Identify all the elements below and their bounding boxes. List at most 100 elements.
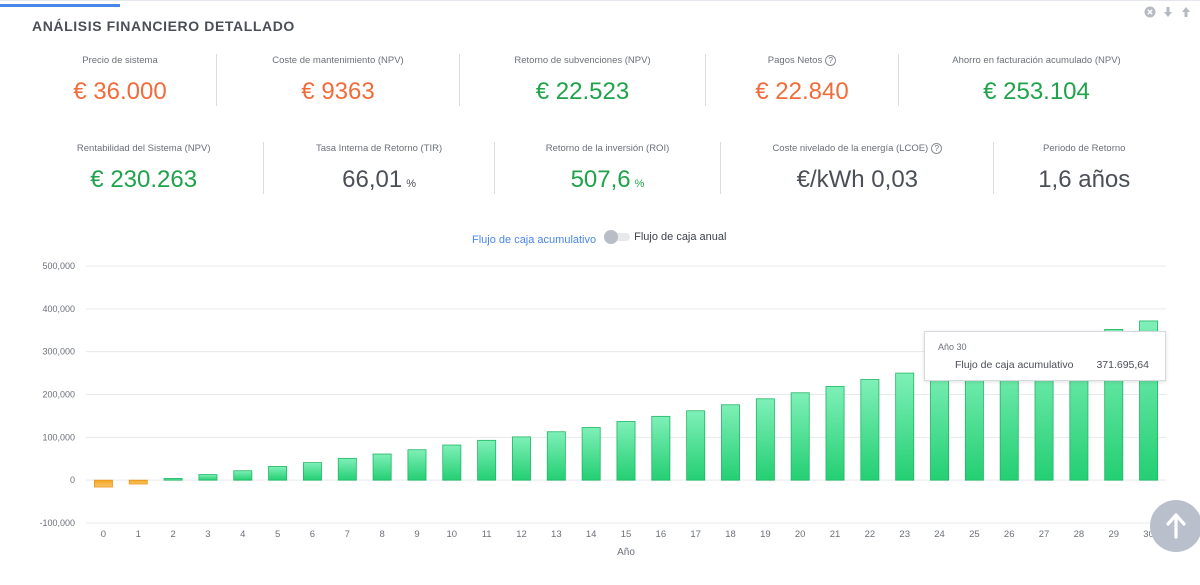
metric-label: Pagos Netos	[767, 54, 823, 66]
bar-year-8[interactable]	[372, 453, 392, 481]
chart-tooltip: Año 30 Flujo de caja acumulativo 371.695…	[924, 331, 1166, 381]
metric-subsidy-return: Retorno de subvenciones (NPV) € 22.523	[460, 54, 705, 106]
tooltip-value: 371.695,64	[1096, 359, 1149, 371]
bar-year-1[interactable]	[128, 479, 148, 485]
y-tick-label: 500,000	[42, 261, 75, 271]
help-icon[interactable]: ?	[825, 54, 837, 66]
close-circle-icon[interactable]	[1144, 6, 1156, 18]
metric-value-row: 66,01%	[342, 166, 416, 194]
bar-year-24[interactable]	[930, 365, 950, 481]
tooltip-title: Año 30	[938, 342, 967, 352]
cashflow-toggle: Flujo de caja acumulativo Flujo de caja …	[472, 228, 726, 246]
x-tick-label: 22	[865, 529, 876, 540]
bar-year-12[interactable]	[512, 436, 531, 481]
bar-year-7[interactable]	[337, 457, 357, 481]
x-tick-label: 25	[969, 529, 980, 540]
x-tick-label: 10	[447, 529, 458, 540]
metric-value-row: 507,6%	[571, 166, 645, 194]
bar-year-14[interactable]	[581, 427, 601, 481]
bar-year-11[interactable]	[477, 439, 497, 481]
bar-year-13[interactable]	[546, 431, 566, 481]
metric-label: Periodo de Retorno	[1043, 142, 1126, 154]
toggle-switch[interactable]	[604, 230, 631, 244]
x-tick-label: 28	[1074, 529, 1085, 540]
metric-payback-period: Periodo de Retorno 1,6 años	[994, 142, 1174, 194]
divider	[720, 142, 722, 194]
bar-year-9[interactable]	[407, 449, 427, 481]
bar-year-23[interactable]	[895, 372, 915, 481]
metric-value: € 230.263	[90, 166, 198, 193]
metric-label: Retorno de la inversión (ROI)	[545, 142, 670, 154]
active-tab-indicator	[0, 4, 120, 7]
x-tick-label: 12	[516, 529, 527, 540]
divider	[898, 54, 899, 106]
metrics-row-2: Rentabilidad del Sistema (NPV) € 230.263…	[24, 142, 1174, 194]
metric-label-row: Pagos Netos ?	[767, 54, 837, 66]
x-tick-label: 13	[551, 529, 562, 540]
bar-year-3[interactable]	[198, 474, 218, 481]
metric-lcoe: Coste nivelado de la energía (LCOE) ? €/…	[721, 142, 993, 194]
divider	[993, 142, 995, 194]
bar-year-2[interactable]	[163, 478, 183, 481]
metric-label: Ahorro en facturación acumulado (NPV)	[952, 54, 1121, 66]
x-axis-label: Año	[617, 547, 635, 558]
bar-year-4[interactable]	[233, 470, 253, 481]
metric-value: € 36.000	[73, 78, 167, 105]
bar-year-5[interactable]	[268, 466, 288, 481]
metric-label-row: Coste nivelado de la energía (LCOE) ?	[772, 142, 943, 154]
bar-year-17[interactable]	[686, 410, 706, 481]
metric-value: € 253.104	[983, 78, 1090, 105]
metric-system-profitability: Rentabilidad del Sistema (NPV) € 230.263	[24, 142, 263, 194]
x-tick-label: 30	[1143, 529, 1154, 540]
x-tick-label: 9	[414, 529, 419, 540]
x-tick-label: 7	[345, 529, 350, 540]
x-tick-label: 3	[205, 529, 210, 540]
bar-year-19[interactable]	[755, 398, 775, 481]
x-tick-label: 2	[170, 529, 175, 540]
x-tick-label: 18	[725, 529, 736, 540]
bar-year-21[interactable]	[825, 385, 845, 481]
divider	[263, 142, 265, 194]
metric-irr: Tasa Interna de Retorno (TIR) 66,01%	[264, 142, 493, 194]
metric-billing-savings: Ahorro en facturación acumulado (NPV) € …	[899, 54, 1174, 106]
x-tick-label: 14	[586, 529, 597, 540]
metric-label: Tasa Interna de Retorno (TIR)	[315, 142, 443, 154]
bar-year-18[interactable]	[721, 404, 740, 481]
metric-value: € 22.523	[535, 78, 630, 105]
x-tick-label: 8	[379, 529, 384, 540]
metric-maintenance-cost: Coste de mantenimiento (NPV) € 9363	[217, 54, 459, 106]
metric-value: € 9363	[301, 78, 375, 105]
arrow-up-icon	[1166, 513, 1186, 539]
tooltip-label: Flujo de caja acumulativo	[955, 359, 1074, 371]
panel-top-border	[0, 0, 1200, 6]
divider	[493, 142, 495, 194]
metric-value: €/kWh 0,03	[796, 166, 919, 193]
x-tick-label: 1	[136, 529, 141, 540]
help-icon[interactable]: ?	[931, 142, 943, 154]
bar-year-6[interactable]	[302, 462, 322, 481]
x-tick-label: 21	[830, 529, 841, 540]
bar-year-20[interactable]	[790, 392, 810, 481]
bar-year-10[interactable]	[442, 444, 462, 481]
x-tick-label: 11	[482, 529, 492, 540]
metric-value: 66,01	[342, 166, 403, 193]
metric-value: 507,6	[570, 166, 631, 193]
metric-system-price: Precio de sistema € 36.000	[24, 54, 216, 106]
metric-unit: %	[406, 178, 416, 190]
scroll-to-top-button[interactable]	[1150, 500, 1200, 552]
bar-year-0[interactable]	[93, 479, 113, 488]
bar-year-22[interactable]	[860, 379, 880, 481]
toggle-option-cumulative[interactable]: Flujo de caja acumulativo	[472, 234, 597, 246]
arrow-up-icon[interactable]	[1180, 6, 1192, 18]
x-tick-label: 19	[760, 529, 771, 540]
toggle-option-annual[interactable]: Flujo de caja anual	[634, 231, 727, 243]
bar-year-16[interactable]	[651, 415, 671, 481]
metric-value: 1,6 años	[1038, 166, 1131, 193]
metric-label: Retorno de subvenciones (NPV)	[514, 54, 651, 66]
metric-label: Coste de mantenimiento (NPV)	[272, 54, 404, 66]
x-tick-label: 16	[656, 529, 667, 540]
bar-year-15[interactable]	[616, 421, 636, 481]
x-tick-label: 23	[899, 529, 910, 540]
arrow-down-icon[interactable]	[1162, 6, 1174, 18]
y-tick-label: 100,000	[42, 432, 75, 442]
